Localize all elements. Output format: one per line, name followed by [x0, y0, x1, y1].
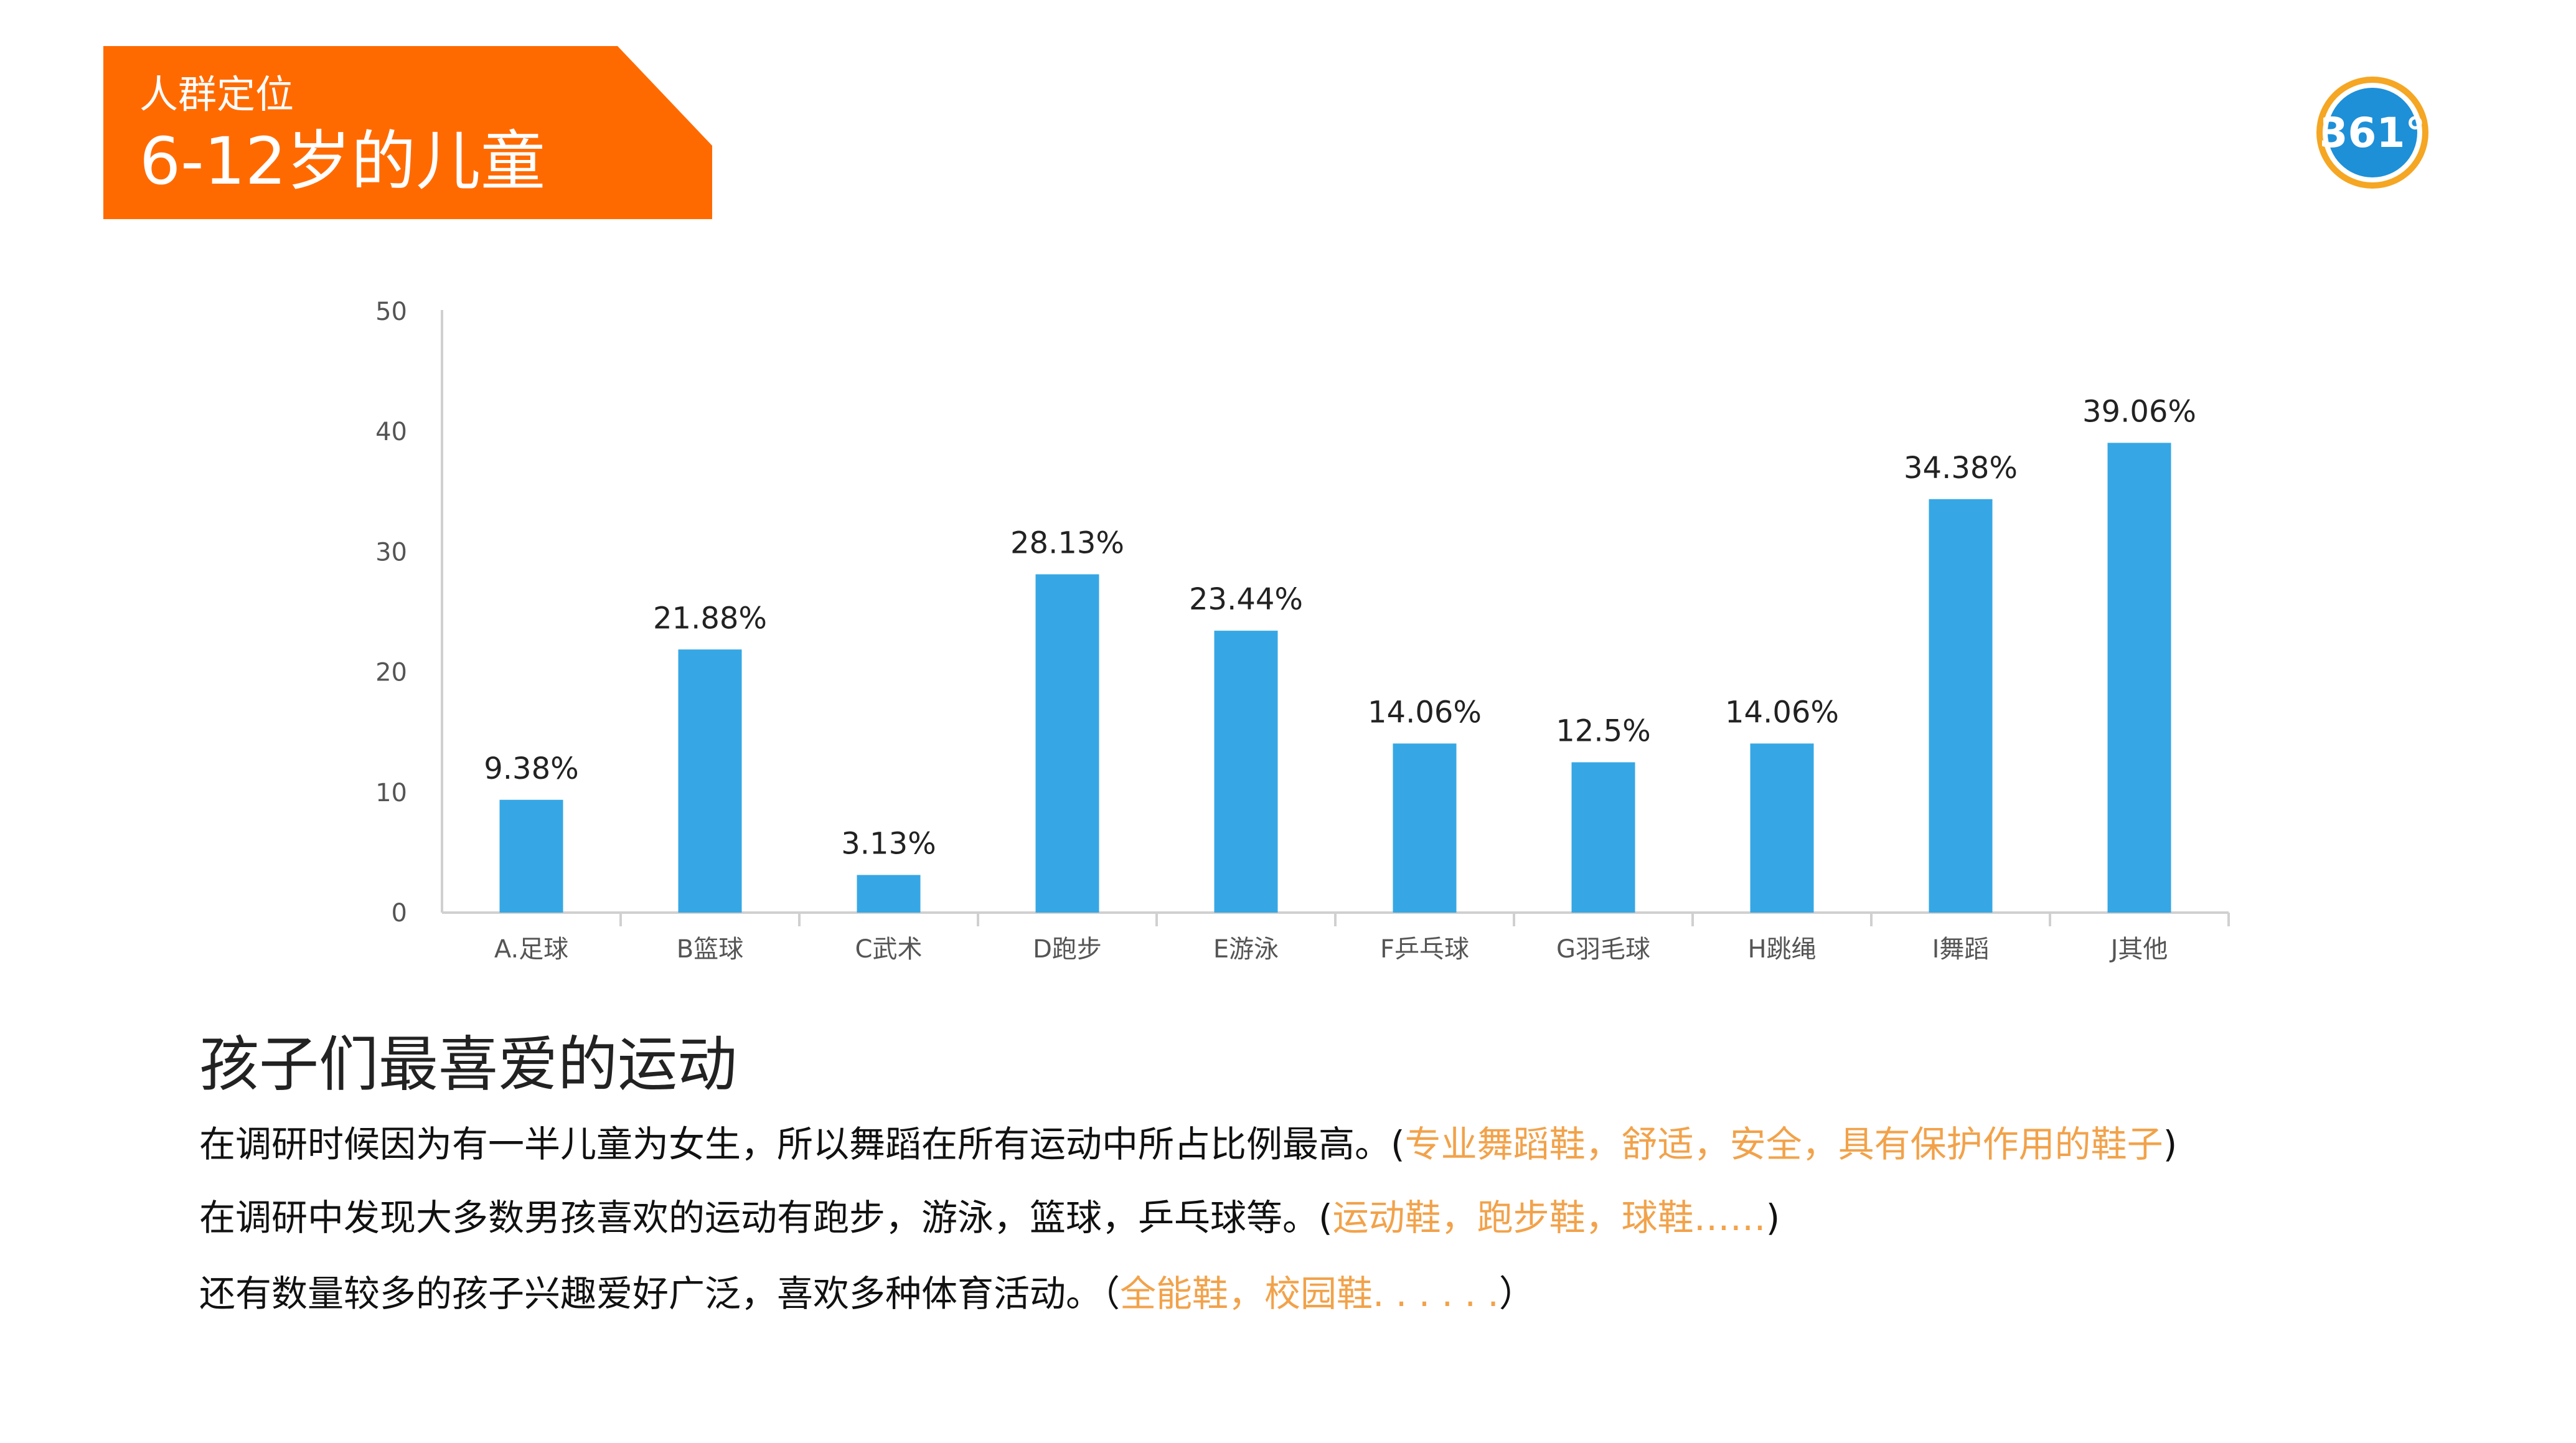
section-heading: 孩子们最喜爱的运动: [199, 1030, 737, 1099]
bar: [1571, 762, 1635, 913]
finding-highlight-3: 全能鞋，校园鞋. . . . . .: [1120, 1272, 1499, 1315]
data-label: 3.13%: [841, 827, 936, 862]
finding-line-1: 在调研时候因为有一半儿童为女生，所以舞蹈在所有运动中所占比例最高。(专业舞蹈鞋，…: [199, 1121, 2177, 1168]
y-tick-label: 20: [375, 659, 407, 687]
logo-text: 361°: [2319, 108, 2426, 157]
bar: [1750, 743, 1814, 913]
header-banner: 人群定位 6-12岁的儿童: [103, 46, 712, 219]
finding-end-1: ): [2163, 1123, 2178, 1165]
finding-text-3: 还有数量较多的孩子兴趣爱好广泛，喜欢多种体育活动。（: [199, 1272, 1121, 1315]
bar: [499, 799, 563, 913]
x-tick-label: F乒乓球: [1380, 935, 1469, 964]
data-label: 34.38%: [1904, 451, 2018, 486]
data-label: 9.38%: [484, 751, 578, 786]
finding-end-2: ): [1765, 1196, 1780, 1239]
y-tick-label: 40: [375, 418, 407, 446]
finding-line-2: 在调研中发现大多数男孩喜欢的运动有跑步，游泳，篮球，乒乓球等。(运动鞋，跑步鞋，…: [199, 1194, 1780, 1241]
x-tick-label: H跳绳: [1747, 935, 1816, 964]
x-tick-label: E游泳: [1213, 935, 1279, 964]
data-label: 21.88%: [653, 601, 767, 636]
bar: [1393, 743, 1457, 913]
x-tick-label: B篮球: [677, 935, 743, 964]
bar: [1035, 574, 1099, 913]
data-label: 28.13%: [1010, 526, 1124, 561]
bar-chart: 0 10 20 30 40 50 9.38% A.足球 21.88% B篮球 3.13% C武术 28.…: [375, 298, 2230, 964]
logo-badge-icon: [2316, 77, 2428, 189]
y-tick-label: 30: [375, 538, 407, 566]
x-tick-label: D跑步: [1033, 935, 1102, 964]
bar: [2107, 443, 2171, 913]
x-tick-label: G羽毛球: [1556, 935, 1650, 964]
data-label: 14.06%: [1368, 695, 1482, 730]
y-tick-label: 10: [375, 779, 407, 807]
bar: [857, 875, 921, 913]
data-label: 23.44%: [1189, 582, 1303, 617]
x-tick-label: C武术: [855, 935, 923, 964]
finding-text-2: 在调研中发现大多数男孩喜欢的运动有跑步，游泳，篮球，乒乓球等。(: [199, 1196, 1333, 1239]
y-tick-label: 0: [392, 899, 407, 928]
finding-text-1: 在调研时候因为有一半儿童为女生，所以舞蹈在所有运动中所占比例最高。(: [199, 1123, 1405, 1165]
bar: [1214, 631, 1278, 913]
x-tick-label: J其他: [2109, 935, 2168, 964]
brand-logo: 361°: [2313, 73, 2432, 192]
page-title: 6-12岁的儿童: [139, 123, 546, 199]
bar: [678, 649, 742, 913]
banner-subtitle: 人群定位: [139, 72, 294, 117]
x-tick-label: I舞蹈: [1932, 935, 1990, 964]
finding-highlight-1: 专业舞蹈鞋，舒适，安全，具有保护作用的鞋子: [1404, 1123, 2163, 1165]
bar: [1929, 499, 1993, 913]
y-tick-label: 50: [375, 298, 407, 326]
finding-end-3: ）: [1498, 1272, 1535, 1315]
banner-shape: [103, 46, 712, 219]
x-tick-label: A.足球: [494, 935, 568, 964]
data-label: 39.06%: [2082, 394, 2196, 429]
data-label: 12.5%: [1556, 714, 1650, 749]
finding-line-3: 还有数量较多的孩子兴趣爱好广泛，喜欢多种体育活动。（全能鞋，校园鞋. . . .…: [199, 1270, 1535, 1317]
data-label: 14.06%: [1725, 695, 1839, 730]
finding-highlight-2: 运动鞋，跑步鞋，球鞋……: [1332, 1196, 1766, 1239]
